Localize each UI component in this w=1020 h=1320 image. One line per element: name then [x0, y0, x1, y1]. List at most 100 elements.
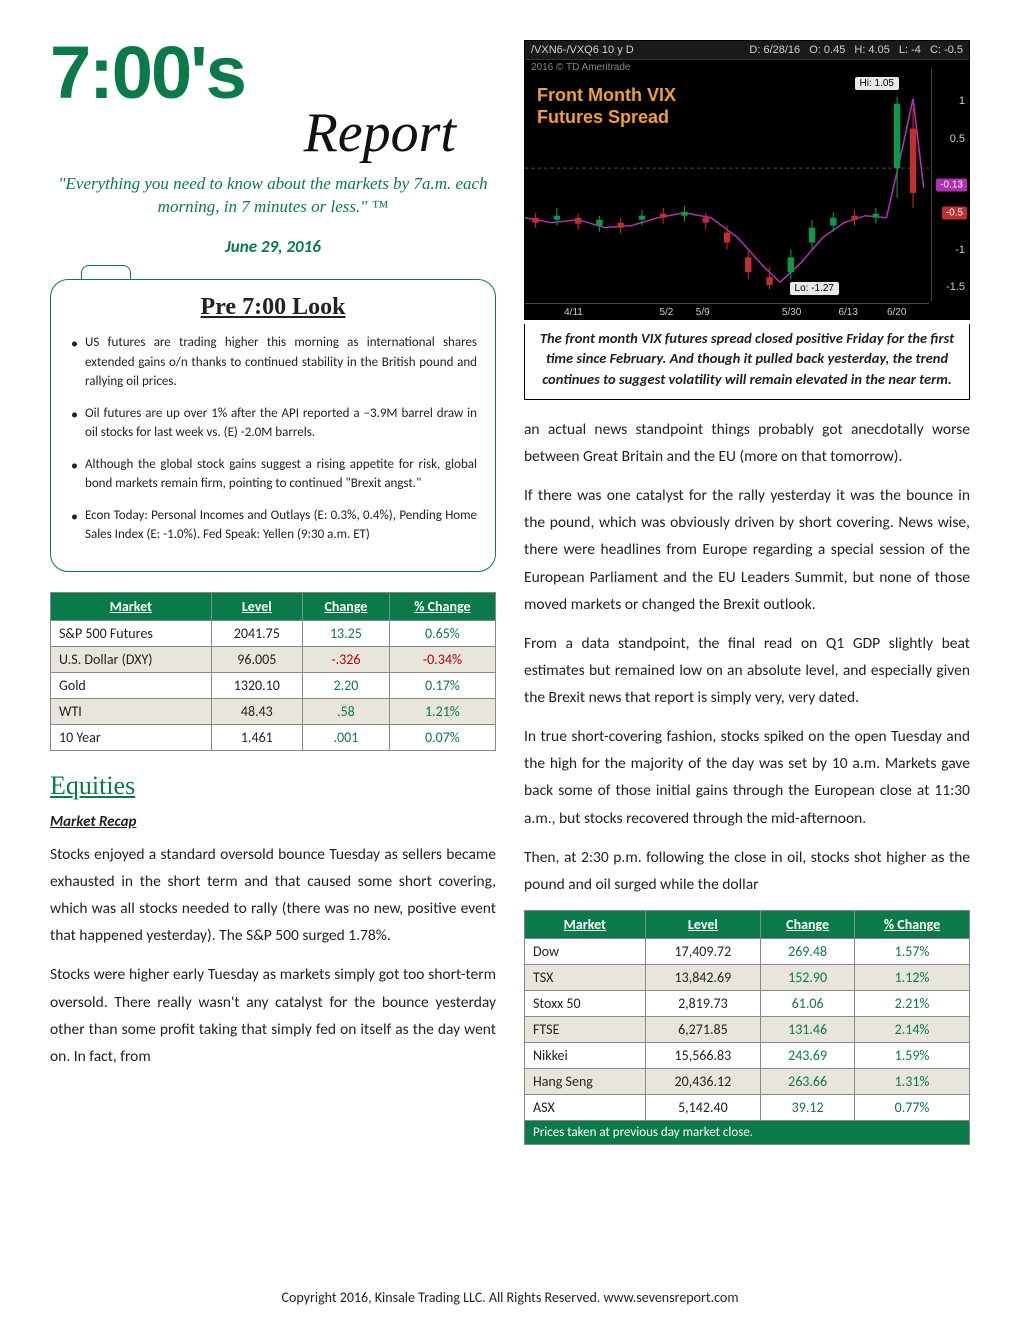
chart-header-bar: /VXN6-/VXQ6 10 y D D: 6/28/16 O: 0.45 H:…	[525, 41, 969, 60]
table-cell: S&P 500 Futures	[51, 620, 212, 646]
table-cell: 15,566.83	[645, 1042, 761, 1068]
table-row: FTSE6,271.85131.462.14%	[525, 1016, 970, 1042]
table-cell: FTSE	[525, 1016, 646, 1042]
logo-seven: 7	[50, 31, 89, 114]
chart-hi-flag: Hi: 1.05	[855, 77, 899, 90]
table-row: ASX5,142.4039.120.77%	[525, 1094, 970, 1120]
logo: 7:00's Report	[50, 40, 496, 165]
table-cell: 269.48	[761, 938, 855, 964]
table-cell: 1.21%	[389, 698, 495, 724]
global-indices-table: MarketLevelChange% Change Dow17,409.7226…	[524, 910, 970, 1145]
table-row: 10 Year1.461.0010.07%	[51, 724, 496, 750]
table-row: WTI48.43.581.21%	[51, 698, 496, 724]
chart-x-label: 5/2	[659, 307, 673, 318]
table-row: Dow17,409.72269.481.57%	[525, 938, 970, 964]
table-cell: 39.12	[761, 1094, 855, 1120]
chart-y-tag: -0.13	[936, 179, 967, 192]
pre-700-item: US futures are trading higher this morni…	[69, 333, 477, 392]
market-recap-subheading: Market Recap	[50, 813, 496, 831]
table-cell: 0.07%	[389, 724, 495, 750]
table-row: TSX13,842.69152.901.12%	[525, 964, 970, 990]
table-cell: 243.69	[761, 1042, 855, 1068]
table-row: Stoxx 502,819.7361.062.21%	[525, 990, 970, 1016]
chart-open: O: 0.45	[809, 44, 845, 56]
table-cell: .001	[303, 724, 390, 750]
table-cell: 263.66	[761, 1068, 855, 1094]
table-cell: 1.59%	[855, 1042, 970, 1068]
table-cell: 96.005	[211, 646, 302, 672]
table-header: Change	[303, 592, 390, 620]
table-cell: 0.17%	[389, 672, 495, 698]
table-cell: 2.21%	[855, 990, 970, 1016]
table-cell: 61.06	[761, 990, 855, 1016]
table-cell: 48.43	[211, 698, 302, 724]
chart-x-axis: 4/115/25/95/306/136/20	[525, 303, 929, 319]
table-cell: Hang Seng	[525, 1068, 646, 1094]
body-paragraph: Then, at 2:30 p.m. following the close i…	[524, 844, 970, 898]
table-cell: -.326	[303, 646, 390, 672]
table-header: Level	[211, 592, 302, 620]
table-cell: 1320.10	[211, 672, 302, 698]
table-cell: 2041.75	[211, 620, 302, 646]
table-cell: 6,271.85	[645, 1016, 761, 1042]
table-cell: 131.46	[761, 1016, 855, 1042]
pre-700-list: US futures are trading higher this morni…	[69, 333, 477, 545]
prebox-tab-decoration	[81, 265, 131, 279]
table-cell: U.S. Dollar (DXY)	[51, 646, 212, 672]
chart-caption: The front month VIX futures spread close…	[524, 324, 970, 400]
table-row: S&P 500 Futures2041.7513.250.65%	[51, 620, 496, 646]
chart-lo-flag: Lo: -1.27	[790, 282, 839, 295]
table-header: Change	[761, 910, 855, 938]
chart-y-axis: 10.5-1-1.5-0.13-0.5	[931, 69, 969, 301]
table-header: Market	[51, 592, 212, 620]
chart-y-label: -1	[955, 244, 965, 256]
pre-700-title: Pre 7:00 Look	[69, 294, 477, 321]
chart-ticker: /VXN6-/VXQ6 10 y D	[531, 44, 634, 56]
body-paragraph: From a data standpoint, the final read o…	[524, 630, 970, 711]
vix-chart: /VXN6-/VXQ6 10 y D D: 6/28/16 O: 0.45 H:…	[524, 40, 970, 320]
chart-plot-area: Hi: 1.05 Lo: -1.27	[525, 69, 929, 301]
table-cell: Nikkei	[525, 1042, 646, 1068]
table-row: U.S. Dollar (DXY)96.005-.326-0.34%	[51, 646, 496, 672]
table-cell: 2.14%	[855, 1016, 970, 1042]
body-paragraph: Stocks were higher early Tuesday as mark…	[50, 961, 496, 1070]
pre-700-item: Econ Today: Personal Incomes and Outlays…	[69, 506, 477, 545]
table-cell: 1.12%	[855, 964, 970, 990]
chart-x-label: 6/13	[838, 307, 857, 318]
table-header: Level	[645, 910, 761, 938]
futures-market-table: MarketLevelChange% Change S&P 500 Future…	[50, 592, 496, 751]
body-paragraph: Stocks enjoyed a standard oversold bounc…	[50, 841, 496, 950]
table-cell: -0.34%	[389, 646, 495, 672]
table-header: Market	[525, 910, 646, 938]
table-row: Gold1320.102.200.17%	[51, 672, 496, 698]
pre-700-item: Oil futures are up over 1% after the API…	[69, 404, 477, 443]
chart-y-label: -1.5	[946, 281, 965, 293]
table-header: % Change	[389, 592, 495, 620]
chart-x-label: 5/30	[782, 307, 801, 318]
table-cell: 20,436.12	[645, 1068, 761, 1094]
table-cell: 152.90	[761, 964, 855, 990]
table-header: % Change	[855, 910, 970, 938]
table-cell: .58	[303, 698, 390, 724]
chart-y-label: 0.5	[950, 133, 965, 145]
table-cell: 1.57%	[855, 938, 970, 964]
table-cell: TSX	[525, 964, 646, 990]
chart-x-label: 5/9	[696, 307, 710, 318]
chart-high: H: 4.05	[854, 44, 889, 56]
table-cell: Stoxx 50	[525, 990, 646, 1016]
chart-date: D: 6/28/16	[749, 44, 800, 56]
page-footer: Copyright 2016, Kinsale Trading LLC. All…	[0, 1289, 1020, 1306]
pre-700-item: Although the global stock gains suggest …	[69, 455, 477, 494]
table-cell: 1.461	[211, 724, 302, 750]
body-paragraph: If there was one catalyst for the rally …	[524, 482, 970, 618]
table-cell: Dow	[525, 938, 646, 964]
table-row: Nikkei15,566.83243.691.59%	[525, 1042, 970, 1068]
chart-close: C: -0.5	[930, 44, 963, 56]
table-cell: ASX	[525, 1094, 646, 1120]
table-cell: 13.25	[303, 620, 390, 646]
tagline: "Everything you need to know about the m…	[50, 173, 496, 219]
table-cell: 10 Year	[51, 724, 212, 750]
table-cell: 1.31%	[855, 1068, 970, 1094]
body-paragraph: In true short-covering fashion, stocks s…	[524, 723, 970, 832]
table-cell: 17,409.72	[645, 938, 761, 964]
